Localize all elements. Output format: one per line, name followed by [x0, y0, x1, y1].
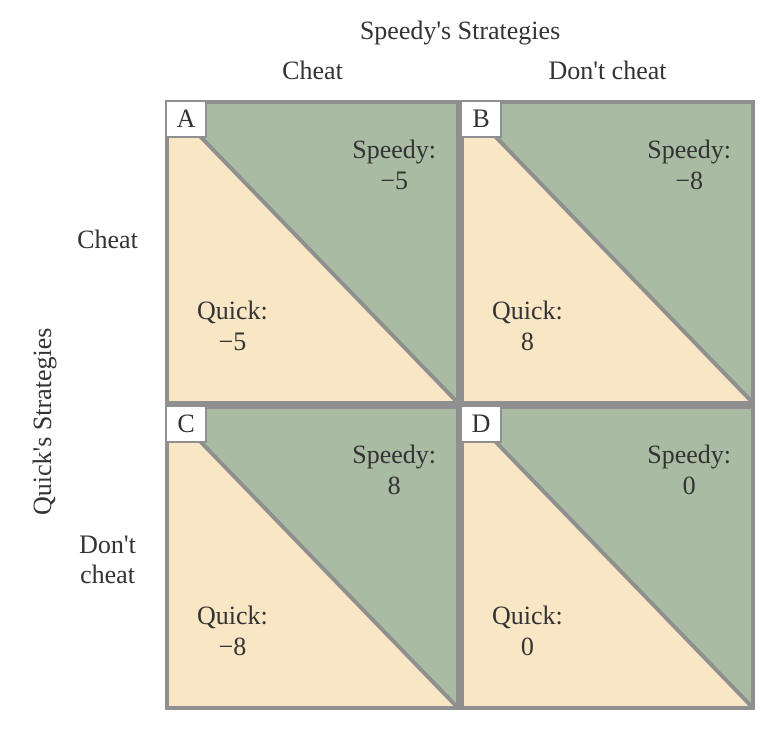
- payoff-lower-value: 8: [492, 326, 563, 357]
- cell-tag: A: [167, 102, 207, 138]
- column-header-dont-cheat: Don't cheat: [460, 56, 755, 86]
- row-header-cheat: Cheat: [60, 225, 155, 255]
- payoff-upper: Speedy:−8: [647, 134, 731, 196]
- rows-title: Quick's Strategies: [28, 328, 58, 515]
- payoff-upper-player: Speedy:: [647, 134, 731, 165]
- column-header-cheat: Cheat: [165, 56, 460, 86]
- payoff-upper-value: 8: [352, 470, 436, 501]
- cell-tag: C: [167, 407, 207, 443]
- cell-B: B Speedy:−8 Quick:8: [460, 100, 755, 405]
- payoff-upper-player: Speedy:: [647, 439, 731, 470]
- row-header-dont-cheat: Don'tcheat: [60, 530, 155, 590]
- payoff-lower-value: 0: [492, 631, 563, 662]
- payoff-upper: Speedy:8: [352, 439, 436, 501]
- payoff-upper-value: −8: [647, 165, 731, 196]
- payoff-upper: Speedy:−5: [352, 134, 436, 196]
- cell-tag: D: [462, 407, 502, 443]
- columns-title: Speedy's Strategies: [165, 16, 755, 46]
- cell-A: ASpeedy:−5Quick:−5: [165, 100, 460, 405]
- payoff-lower: Quick:−8: [197, 600, 268, 662]
- payoff-lower: Quick:−5: [197, 295, 268, 357]
- payoff-lower-player: Quick:: [197, 295, 268, 326]
- payoff-grid: ASpeedy:−5Quick:−5BSpeedy:−8Quick:8CSpee…: [165, 100, 755, 710]
- payoff-upper: Speedy:0: [647, 439, 731, 501]
- payoff-lower: Quick:0: [492, 600, 563, 662]
- cell-C: C Speedy:8 Quick:−8: [165, 405, 460, 710]
- payoff-lower-player: Quick:: [197, 600, 268, 631]
- payoff-upper-value: −5: [352, 165, 436, 196]
- payoff-upper-player: Speedy:: [352, 134, 436, 165]
- payoff-upper-player: Speedy:: [352, 439, 436, 470]
- payoff-upper-value: 0: [647, 470, 731, 501]
- cell-tag: B: [462, 102, 502, 138]
- cell-D: DSpeedy:0Quick:0: [460, 405, 755, 710]
- payoff-lower-player: Quick:: [492, 295, 563, 326]
- payoff-lower-value: −8: [197, 631, 268, 662]
- payoff-matrix-diagram: Speedy's Strategies Cheat Don't cheat Qu…: [0, 0, 771, 736]
- payoff-lower: Quick:8: [492, 295, 563, 357]
- payoff-lower-player: Quick:: [492, 600, 563, 631]
- payoff-lower-value: −5: [197, 326, 268, 357]
